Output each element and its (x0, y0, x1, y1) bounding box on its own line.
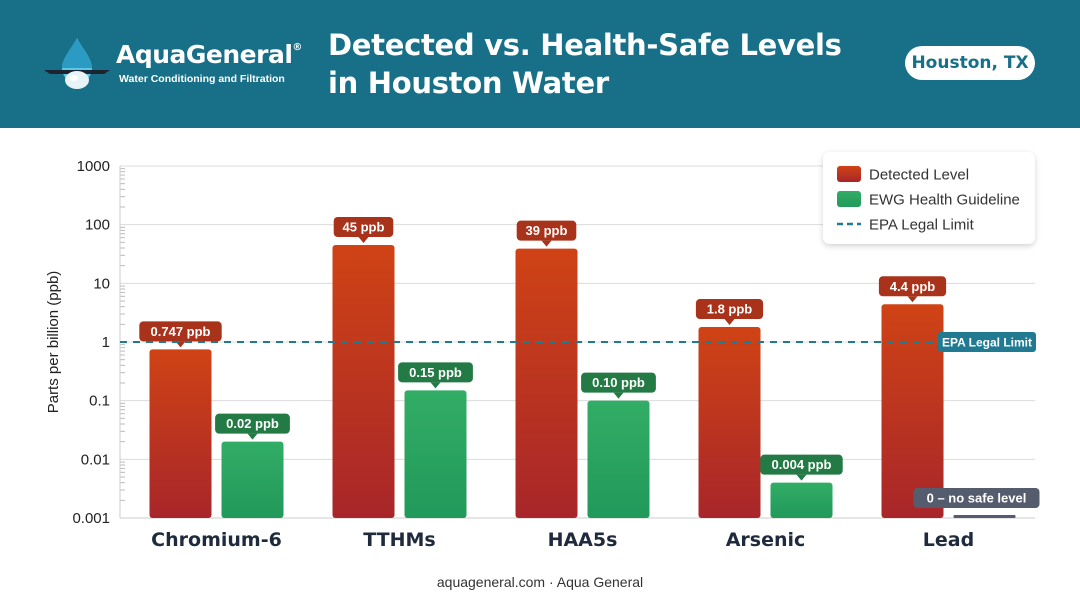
data-label: 4.4 ppb (890, 279, 936, 294)
data-label-box (581, 372, 656, 393)
legend-box (823, 152, 1035, 244)
footer-credit: aquageneral.com · Aqua General (436, 574, 644, 590)
data-label-box (398, 362, 473, 383)
x-category-label: Chromium-6 (151, 529, 282, 551)
legend-label: EWG Health Guideline (869, 192, 1020, 209)
location-badge: Houston, TX (905, 46, 1035, 80)
data-label: 0.15 ppb (409, 365, 462, 380)
data-label: 39 ppb (526, 223, 568, 238)
data-label-pointer (247, 433, 258, 440)
x-category-label: TTHMs (363, 529, 435, 551)
y-tick-label: 1 (102, 334, 110, 351)
data-label-pointer (613, 392, 624, 399)
x-category-label: Arsenic (726, 529, 806, 551)
guideline-bar (587, 400, 650, 518)
y-axis-title: Parts per billion (ppb) (45, 271, 62, 414)
y-tick-label: 10 (93, 275, 110, 292)
guideline-bar (404, 390, 467, 518)
data-label-box (695, 299, 764, 320)
detected-bar (515, 248, 578, 518)
data-label-pointer (358, 237, 369, 244)
data-label-box (516, 220, 577, 241)
y-tick-label: 0.01 (81, 451, 110, 468)
detected-bar (332, 245, 395, 518)
data-label-pointer (541, 240, 552, 247)
data-label-box (139, 321, 222, 342)
data-label: 0.10 ppb (592, 375, 645, 390)
data-label-box (760, 454, 843, 475)
detected-bar (881, 304, 944, 518)
data-label: 1.8 ppb (707, 302, 753, 317)
data-label-box (333, 217, 394, 238)
data-label: 45 ppb (343, 220, 385, 235)
legend-label: Detected Level (869, 167, 969, 184)
x-category-label: Lead (923, 529, 974, 551)
data-label-pointer (724, 319, 735, 326)
detected-bar (149, 349, 212, 518)
epa-limit-label-box (938, 332, 1036, 352)
title-line-2: in Houston Water (328, 66, 609, 100)
brand-tagline: Water Conditioning and Filtration (119, 73, 285, 85)
data-label: 0.747 ppb (151, 324, 211, 339)
y-tick-label: 100 (85, 217, 110, 234)
guideline-bar-zero (953, 515, 1016, 518)
y-tick-label: 1000 (77, 158, 110, 175)
data-label: 0.004 ppb (772, 457, 832, 472)
bar-chart: 1000 100 10 1 0.1 0.01 0.001 Parts per billion … (45, 152, 1040, 551)
no-safe-label: 0 – no safe level (927, 491, 1027, 506)
registered-mark: ® (292, 42, 302, 53)
title-line-1: Detected vs. Health-Safe Levels (328, 28, 842, 62)
header-banner: AquaGeneral® Water Conditioning and Filt… (0, 0, 1080, 128)
water-drop-icon (44, 38, 110, 89)
data-label-pointer (907, 296, 918, 303)
legend-label: EPA Legal Limit (869, 217, 975, 234)
detected-bar (698, 327, 761, 518)
data-label-box (878, 276, 947, 297)
no-safe-label-box (913, 488, 1040, 508)
guideline-bar (221, 441, 284, 518)
legend-swatch (837, 166, 861, 182)
y-tick-label: 0.1 (89, 393, 110, 410)
data-label: 0.02 ppb (226, 416, 279, 431)
y-tick-label: 0.001 (72, 510, 110, 527)
legend-swatch (837, 191, 861, 207)
data-label-pointer (796, 474, 807, 481)
data-label-box (215, 413, 290, 434)
brand-name[interactable]: AquaGeneral® (116, 40, 302, 69)
page-title: Detected vs. Health-Safe Levels in Houst… (328, 26, 868, 102)
x-category-label: HAA5s (548, 529, 618, 551)
data-label-pointer (430, 382, 441, 389)
guideline-bar (770, 482, 833, 518)
epa-limit-label: EPA Legal Limit (942, 336, 1032, 350)
